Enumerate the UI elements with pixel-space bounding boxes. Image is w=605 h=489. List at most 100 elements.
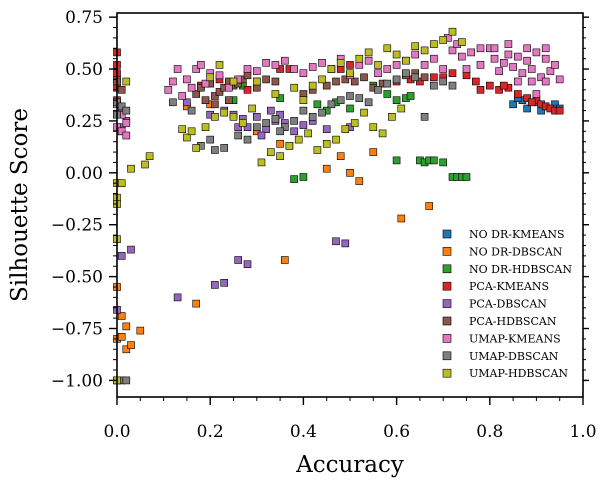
data-point-series-6 xyxy=(430,54,438,63)
data-point-series-8 xyxy=(346,69,354,77)
data-point-series-3 xyxy=(430,73,438,82)
data-point-series-3 xyxy=(276,65,284,73)
data-point-series-8 xyxy=(457,38,466,46)
data-point-series-8 xyxy=(397,104,406,113)
data-point-series-6 xyxy=(374,69,382,77)
data-point-series-7 xyxy=(276,127,284,136)
data-point-series-8 xyxy=(187,127,196,136)
data-point-series-6 xyxy=(364,56,373,65)
data-point-series-4 xyxy=(243,260,252,269)
data-point-series-6 xyxy=(518,69,527,77)
y-tick-label: 0.50 xyxy=(65,60,103,80)
legend-swatch xyxy=(442,368,452,378)
data-point-series-7 xyxy=(318,108,326,117)
data-point-series-1 xyxy=(117,332,126,341)
data-point-series-7 xyxy=(448,81,457,90)
legend-swatch xyxy=(442,247,452,256)
data-point-series-4 xyxy=(341,239,350,248)
data-point-series-8 xyxy=(206,73,214,82)
data-point-series-8 xyxy=(322,140,331,148)
data-point-series-8 xyxy=(313,146,322,154)
data-point-series-8 xyxy=(341,125,350,133)
data-point-series-8 xyxy=(308,81,317,90)
data-point-series-3 xyxy=(476,86,485,94)
data-point-series-7 xyxy=(308,113,317,121)
data-point-series-8 xyxy=(257,158,266,167)
data-point-series-8 xyxy=(374,61,382,69)
data-point-series-7 xyxy=(122,106,131,115)
y-axis-label: Silhouette Score xyxy=(7,108,33,302)
data-point-series-7 xyxy=(383,79,392,88)
data-point-series-3 xyxy=(243,86,252,94)
data-point-series-6 xyxy=(392,61,401,69)
data-point-series-6 xyxy=(183,75,191,84)
data-point-series-2 xyxy=(462,173,471,181)
data-point-series-6 xyxy=(178,92,186,100)
data-point-series-8 xyxy=(350,119,359,127)
data-point-series-1 xyxy=(136,326,145,335)
data-point-series-6 xyxy=(462,65,471,73)
data-point-series-6 xyxy=(495,67,503,75)
data-point-series-8 xyxy=(304,129,312,138)
data-point-series-6 xyxy=(164,86,173,94)
data-point-series-4 xyxy=(234,256,242,264)
points-layer xyxy=(113,27,564,385)
data-point-series-6 xyxy=(541,54,550,63)
data-point-series-8 xyxy=(355,54,364,63)
data-point-series-8 xyxy=(192,144,200,152)
data-point-series-1 xyxy=(425,202,434,210)
data-point-series-4 xyxy=(127,245,135,254)
data-point-series-8 xyxy=(145,152,154,160)
data-point-series-1 xyxy=(397,214,406,223)
y-tick-label: 0.75 xyxy=(65,8,103,28)
data-point-series-6 xyxy=(169,77,177,86)
data-point-series-8 xyxy=(141,160,149,169)
data-point-series-7 xyxy=(262,119,270,127)
data-point-series-6 xyxy=(523,56,531,65)
data-point-series-3 xyxy=(448,69,457,77)
data-point-series-8 xyxy=(127,164,135,173)
data-point-series-8 xyxy=(318,75,326,84)
data-point-series-7 xyxy=(392,75,401,84)
data-point-series-1 xyxy=(117,312,126,320)
x-tick-label: 0.0 xyxy=(103,422,130,442)
data-point-series-4 xyxy=(276,110,284,119)
data-point-series-6 xyxy=(122,131,131,140)
data-point-series-6 xyxy=(197,61,205,69)
data-point-series-3 xyxy=(495,86,503,94)
legend-swatch xyxy=(442,299,452,308)
data-point-series-6 xyxy=(383,65,392,73)
data-point-series-7 xyxy=(402,69,410,77)
data-point-series-5 xyxy=(420,73,429,82)
data-point-series-8 xyxy=(253,77,261,86)
data-point-series-8 xyxy=(201,123,210,131)
data-point-series-7 xyxy=(439,77,448,86)
legend-label: PCA-KMEANS xyxy=(469,280,549,293)
data-point-series-7 xyxy=(220,144,228,152)
data-point-series-7 xyxy=(122,376,131,385)
data-point-series-7 xyxy=(355,94,364,102)
data-point-series-4 xyxy=(332,237,340,246)
data-point-series-1 xyxy=(127,341,135,349)
y-tick-label: 0.00 xyxy=(65,164,103,184)
data-point-series-8 xyxy=(448,27,457,36)
data-point-series-2 xyxy=(383,90,392,98)
data-point-series-5 xyxy=(271,77,280,86)
data-point-series-2 xyxy=(392,156,401,165)
data-point-series-8 xyxy=(117,179,126,187)
data-point-series-8 xyxy=(220,108,228,117)
data-point-series-8 xyxy=(369,123,378,131)
data-point-series-3 xyxy=(471,77,480,86)
data-point-series-4 xyxy=(234,123,242,131)
data-point-series-4 xyxy=(211,281,219,289)
data-point-series-6 xyxy=(253,67,261,75)
data-point-series-5 xyxy=(117,86,126,94)
data-point-series-8 xyxy=(420,46,429,55)
data-point-series-1 xyxy=(122,322,131,331)
x-tick-label: 0.6 xyxy=(383,422,410,442)
data-point-series-8 xyxy=(360,108,368,117)
data-point-series-2 xyxy=(346,104,354,113)
data-point-series-6 xyxy=(420,61,429,69)
data-point-series-6 xyxy=(513,77,522,86)
legend-label: PCA-HDBSCAN xyxy=(469,315,557,328)
